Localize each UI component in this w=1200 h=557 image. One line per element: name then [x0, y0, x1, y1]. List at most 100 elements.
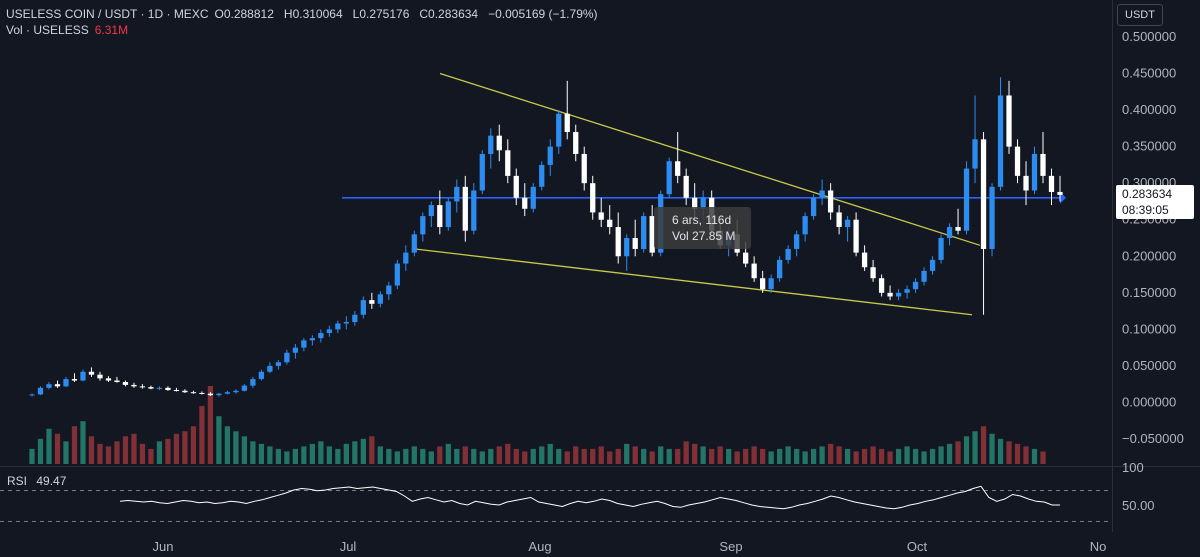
volume-bar — [1023, 446, 1029, 464]
currency-button[interactable]: USDT — [1117, 4, 1163, 26]
volume-bar — [496, 446, 502, 464]
candle-body — [972, 139, 978, 169]
candle-body — [394, 263, 400, 286]
candle-body — [1006, 95, 1012, 147]
volume-row: Vol · USELESS 6.31M — [6, 22, 598, 38]
candle-body — [904, 289, 910, 293]
volume-bar — [360, 438, 366, 464]
low-value: 0.275176 — [359, 7, 410, 21]
candle-body — [700, 197, 706, 209]
candle-body — [233, 390, 239, 393]
volume-bar — [980, 426, 987, 464]
volume-bar — [258, 443, 265, 464]
y-axis-tick-label: 0.050000 — [1122, 358, 1176, 373]
candle-body — [199, 392, 205, 394]
candle-body — [131, 384, 137, 387]
volume-bar — [462, 446, 468, 464]
volume-bar — [946, 443, 953, 464]
volume-bar — [700, 446, 706, 464]
volume-bar — [97, 443, 103, 464]
volume-bar — [709, 448, 715, 464]
change-value: −0.005169 (−1.79%) — [488, 7, 598, 21]
y-axis-tick-label: 0.150000 — [1122, 285, 1176, 300]
candle-body — [1057, 191, 1063, 195]
candle-body — [88, 371, 95, 375]
x-axis-tick-label: Aug — [528, 539, 551, 554]
candle-body — [607, 219, 613, 228]
volume-bar — [165, 438, 171, 464]
candle-body — [827, 190, 834, 213]
volume-bar — [1006, 441, 1012, 464]
candle-body — [318, 333, 324, 339]
volume-bar — [156, 441, 163, 464]
candle-body — [46, 384, 52, 388]
candle-body — [581, 153, 587, 184]
low-key: L — [352, 7, 360, 21]
volume-bar — [810, 448, 817, 464]
volume-bar — [29, 448, 35, 464]
candle-body — [590, 183, 596, 213]
volume-bar — [377, 446, 383, 464]
volume-bar — [607, 451, 613, 464]
candle-body — [462, 186, 468, 231]
volume-bar — [445, 443, 451, 464]
candle-body — [224, 392, 231, 394]
candle-body — [666, 161, 672, 195]
last-price-tag: 0.283634 08:39:05 — [1116, 185, 1194, 219]
volume-bar — [997, 438, 1004, 464]
volume-bar — [479, 451, 485, 464]
candle-body — [955, 227, 961, 231]
open-value: 0.288812 — [223, 7, 274, 21]
volume-bar — [428, 451, 434, 464]
rsi-legend: RSI 49.47 — [7, 474, 72, 488]
volume-bar — [394, 451, 400, 464]
candle-body — [810, 197, 817, 217]
volume-bar — [88, 436, 95, 464]
candle-body — [929, 259, 936, 271]
x-axis-tick-label: Sep — [719, 539, 742, 554]
volume-bar — [912, 448, 919, 464]
volume-bar — [1031, 448, 1038, 464]
candle-body — [445, 201, 451, 228]
volume-label[interactable]: Vol · USELESS — [6, 23, 89, 37]
volume-bar — [972, 431, 978, 464]
candle-body — [139, 386, 146, 388]
candle-body — [241, 385, 248, 391]
volume-bar — [71, 426, 78, 464]
volume-bar — [819, 446, 825, 464]
y-axis-tick-label: 0.000000 — [1122, 394, 1176, 409]
candle-body — [692, 197, 698, 209]
volume-bar — [326, 446, 332, 464]
candle-body — [437, 205, 443, 228]
y-axis-tick-label: 0.100000 — [1122, 321, 1176, 336]
y-axis-tick-label: 0.450000 — [1122, 66, 1176, 81]
x-axis-tick-label: Oct — [907, 539, 928, 554]
volume-bar — [675, 448, 681, 464]
volume-bar — [199, 406, 205, 464]
volume-bar — [318, 441, 324, 464]
y-axis-tick-label: 0.350000 — [1122, 139, 1176, 154]
candle-body — [675, 161, 681, 176]
volume-bar — [386, 448, 392, 464]
candle-body — [386, 285, 392, 295]
volume-bar — [309, 443, 315, 464]
volume-bar — [836, 446, 842, 464]
volume-bar — [853, 451, 859, 464]
volume-bar — [233, 431, 239, 464]
candle-body — [912, 281, 919, 290]
volume-bar — [369, 436, 375, 464]
symbol-title[interactable]: USELESS COIN / USDT · 1D · MEXC — [6, 7, 209, 21]
volume-bar — [267, 446, 273, 464]
rsi-label[interactable]: RSI — [7, 474, 28, 488]
candle-body — [369, 300, 375, 304]
candle-body — [190, 392, 197, 394]
candle-body — [768, 278, 774, 290]
rsi-line — [119, 485, 1060, 510]
volume-bar — [827, 443, 834, 464]
candle-body — [343, 322, 349, 324]
candle-body — [649, 216, 655, 253]
last-price-value: 0.283634 — [1122, 187, 1173, 201]
candle-body — [777, 259, 783, 279]
candle-body — [173, 390, 180, 392]
